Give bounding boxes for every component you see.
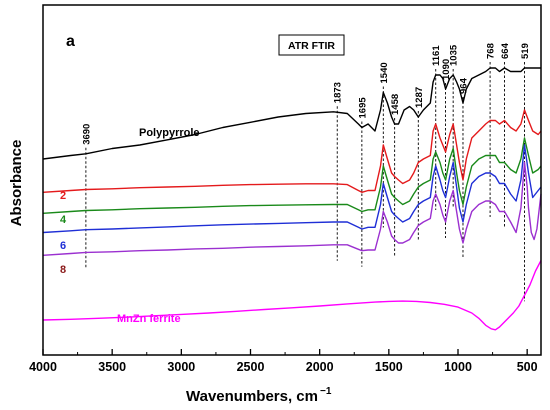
plot-frame bbox=[42, 4, 542, 356]
peak-label: 1873 bbox=[333, 82, 344, 103]
series-line-4 bbox=[42, 137, 542, 214]
x-tick-label: 1000 bbox=[444, 360, 472, 374]
peak-label: 664 bbox=[500, 42, 511, 59]
series-label: 4 bbox=[60, 214, 67, 226]
series-line-8 bbox=[42, 161, 542, 256]
peak-marker-group bbox=[85, 62, 525, 302]
series-label: 2 bbox=[60, 190, 66, 202]
series-line-polypyrrole bbox=[42, 67, 541, 160]
peak-label: 1161 bbox=[431, 45, 442, 66]
peak-label: 964 bbox=[459, 77, 470, 94]
annotation-box-label: ATR FTIR bbox=[288, 40, 335, 52]
x-tick-label: 3000 bbox=[167, 360, 195, 374]
peak-label: 1458 bbox=[390, 94, 401, 115]
peak-label: 1035 bbox=[449, 44, 460, 66]
annotation-box bbox=[278, 34, 345, 56]
x-axis-label-superscript: −1 bbox=[320, 386, 332, 397]
series-label-group: Polypyrrole 2 4 6 8 MnZn ferrite bbox=[60, 127, 200, 325]
series-line-2 bbox=[42, 109, 542, 193]
series-line-6 bbox=[42, 144, 542, 234]
peak-label: 1090 bbox=[441, 59, 452, 80]
x-tick-label: 1500 bbox=[375, 360, 403, 374]
peak-label: 768 bbox=[486, 43, 497, 59]
x-tick-label: 2500 bbox=[237, 360, 265, 374]
series-line-mnzn-ferrite bbox=[42, 260, 542, 331]
x-axis-label: Wavenumbers, cm bbox=[186, 388, 318, 405]
x-tick-label: 2000 bbox=[306, 360, 334, 374]
y-axis-label: Absorbance bbox=[8, 140, 25, 227]
series-label: 6 bbox=[60, 240, 66, 252]
peak-label: 1287 bbox=[414, 87, 425, 108]
peak-label: 3690 bbox=[81, 124, 92, 145]
series-label: 8 bbox=[60, 264, 66, 276]
x-tick-group: 4000 3500 3000 2500 2000 1500 1000 500 bbox=[29, 349, 538, 374]
series-group bbox=[42, 67, 542, 331]
x-tick-label: 3500 bbox=[98, 360, 126, 374]
series-label: MnZn ferrite bbox=[117, 313, 181, 325]
panel-label: a bbox=[66, 33, 75, 50]
peak-label: 519 bbox=[520, 43, 531, 59]
peak-label: 1540 bbox=[379, 62, 390, 83]
x-tick-label: 4000 bbox=[29, 360, 57, 374]
series-label: Polypyrrole bbox=[139, 127, 200, 139]
x-tick-label: 500 bbox=[517, 360, 538, 374]
peak-label: 1695 bbox=[357, 97, 368, 119]
